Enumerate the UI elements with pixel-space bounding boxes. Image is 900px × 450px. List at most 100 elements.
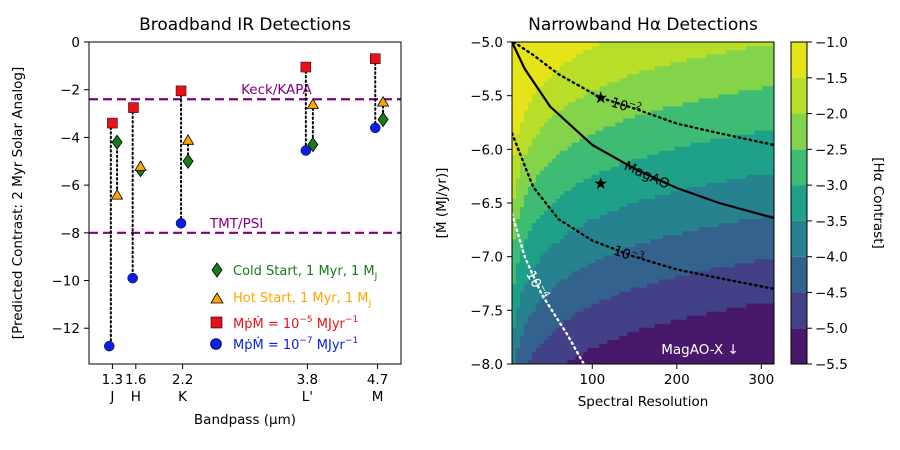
fill-cell	[587, 58, 592, 63]
fill-cell	[567, 287, 573, 293]
fill-cell	[631, 54, 636, 59]
fill-cell	[635, 170, 640, 176]
fill-cell	[619, 347, 624, 353]
fill-cell	[575, 190, 581, 196]
fill-cell	[650, 146, 656, 152]
fill-cell	[742, 279, 747, 285]
fill-cell	[631, 239, 636, 244]
fill-cell	[623, 335, 628, 341]
fill-cell	[587, 235, 592, 240]
fill-cell	[583, 247, 589, 252]
fill-cell	[635, 239, 640, 244]
fill-cell	[547, 74, 553, 79]
fill-cell	[666, 130, 672, 136]
fill-cell	[670, 295, 676, 301]
fill-cell	[543, 198, 549, 204]
fill-cell	[694, 94, 700, 99]
fill-cell	[670, 198, 676, 204]
fill-cell	[686, 186, 692, 192]
fill-cell	[623, 198, 628, 204]
fill-cell	[611, 263, 616, 268]
fill-cell	[547, 219, 553, 224]
fill-cell	[718, 86, 723, 91]
fill-cell	[746, 134, 751, 140]
fill-cell	[559, 323, 565, 329]
fill-cell	[722, 162, 727, 168]
fill-cell	[631, 198, 636, 204]
fill-cell	[587, 46, 592, 51]
fill-cell	[527, 247, 533, 252]
fill-cell	[666, 359, 672, 364]
fill-cell	[674, 178, 680, 184]
fill-cell	[650, 90, 656, 95]
fill-cell	[595, 335, 600, 341]
fill-cell	[607, 263, 612, 268]
fill-cell	[563, 198, 569, 204]
fill-cell	[666, 110, 672, 116]
fill-cell	[555, 54, 561, 59]
fill-cell	[559, 291, 565, 297]
fill-cell	[706, 339, 712, 345]
fill-cell	[547, 299, 553, 305]
fill-cell	[519, 263, 525, 268]
fill-cell	[738, 227, 743, 232]
dotted-connectors	[109, 57, 385, 348]
fill-cell	[611, 267, 616, 273]
fill-cell	[750, 323, 755, 329]
fill-cell	[567, 102, 573, 107]
fill-cell	[678, 74, 684, 79]
fill-cell	[690, 355, 696, 361]
fill-cell	[738, 259, 743, 264]
left-x-tick-label-2: 2.2	[172, 372, 193, 388]
fill-cell	[682, 94, 688, 99]
fill-cell	[734, 279, 739, 285]
fill-cell	[559, 331, 565, 337]
fill-cell	[523, 283, 529, 289]
fill-cell	[678, 62, 684, 67]
fill-cell	[738, 235, 743, 240]
fill-cell	[603, 54, 608, 59]
fill-cell	[702, 207, 708, 212]
fill-cell	[702, 98, 708, 103]
fill-cell	[615, 126, 620, 132]
fill-cell	[654, 54, 660, 59]
fill-cell	[714, 78, 720, 83]
fill-cell	[575, 66, 581, 71]
fill-cell	[627, 323, 632, 329]
fill-cell	[706, 138, 712, 144]
fill-cell	[650, 283, 656, 289]
fill-cell	[662, 231, 668, 236]
fill-cell	[643, 323, 648, 329]
fill-cell	[567, 315, 573, 321]
fill-cell	[567, 359, 573, 364]
fill-cell	[547, 323, 553, 329]
fill-cell	[686, 54, 692, 59]
fill-cell	[627, 215, 632, 220]
fill-cell	[543, 86, 549, 91]
fill-cell	[662, 311, 668, 317]
fill-cell	[706, 186, 712, 192]
fill-cell	[531, 347, 537, 353]
fill-cell	[512, 98, 517, 103]
fill-cell	[535, 263, 541, 268]
fill-cell	[738, 98, 743, 103]
fill-cell	[519, 118, 525, 124]
fill-cell	[579, 70, 585, 75]
fill-cell	[571, 207, 577, 212]
fill-cell	[750, 50, 755, 55]
fill-cell	[710, 162, 716, 168]
fill-cell	[706, 311, 712, 317]
fill-cell	[746, 327, 751, 333]
fill-cell	[706, 263, 712, 268]
fill-cell	[726, 122, 731, 128]
fill-cell	[639, 98, 644, 103]
fill-cell	[714, 162, 720, 168]
fill-cell	[535, 207, 541, 212]
fill-cell	[654, 207, 660, 212]
fill-cell	[611, 295, 616, 301]
fill-cell	[670, 207, 676, 212]
fill-cell	[571, 134, 577, 140]
fill-cell	[563, 126, 569, 132]
fill-cell	[603, 223, 608, 228]
fill-cell	[646, 271, 652, 277]
